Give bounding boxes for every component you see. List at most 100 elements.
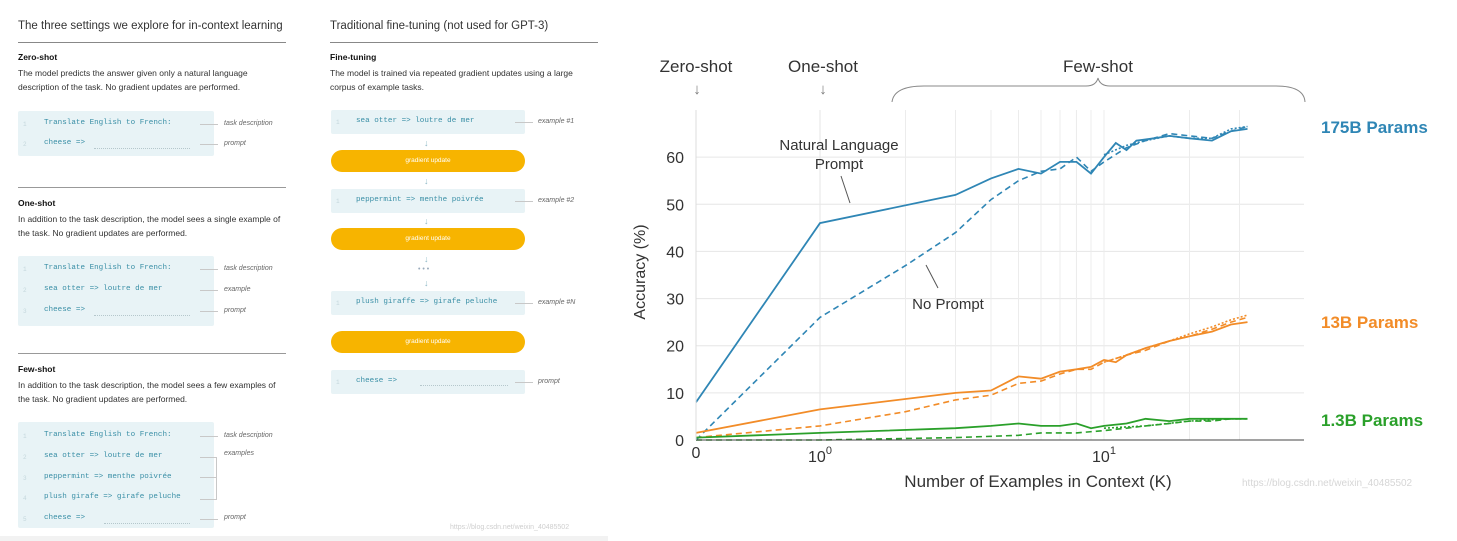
- series-line: [695, 417, 1248, 439]
- annot-prompt: prompt: [224, 307, 246, 314]
- section-divider: [18, 353, 286, 354]
- series-label-13b: 13B Params: [1321, 313, 1418, 332]
- in-context-column: The three settings we explore for in-con…: [18, 0, 286, 43]
- series-line: [1103, 125, 1248, 156]
- section-divider: [18, 187, 286, 188]
- line-number: 2: [23, 454, 27, 461]
- down-arrow-icon: ↓: [424, 216, 429, 226]
- prompt-blank: [94, 148, 190, 149]
- one-shot-label: One-shot: [788, 57, 858, 76]
- annot-leader: [515, 122, 533, 123]
- annot-task-description: task description: [224, 265, 273, 272]
- down-arrow-icon: ↓: [819, 81, 827, 98]
- code-line: sea otter => loutre de mer: [356, 117, 475, 125]
- down-arrow-icon: ↓: [424, 176, 429, 186]
- line-number: 5: [23, 516, 27, 523]
- annot-example-1: example #1: [538, 118, 575, 125]
- code-line: Translate English to French:: [44, 264, 172, 272]
- chart-grid: [696, 110, 1304, 440]
- down-arrow-icon: ↓: [424, 278, 429, 288]
- line-number: 3: [23, 308, 27, 315]
- one-shot-title: One-shot: [18, 198, 56, 208]
- annot-task-description: task description: [224, 120, 273, 127]
- annot-leader: [515, 382, 533, 383]
- series-line: [695, 316, 1248, 439]
- settings-diagram: The three settings we explore for in-con…: [0, 0, 608, 541]
- line-number: 1: [336, 198, 340, 205]
- few-shot-title: Few-shot: [18, 364, 56, 374]
- code-line: cheese =>: [44, 306, 86, 314]
- annotation-prompt: Prompt: [815, 156, 864, 173]
- annot-example-2: example #2: [538, 197, 575, 204]
- few-shot-label: Few-shot: [1063, 57, 1133, 76]
- prompt-blank: [104, 523, 190, 524]
- line-number: 1: [336, 119, 340, 126]
- few-shot-code-box: [18, 422, 214, 528]
- y-axis-label: Accuracy (%): [632, 224, 649, 319]
- x-tick-label: 100: [808, 445, 832, 466]
- annot-prompt: prompt: [224, 514, 246, 521]
- zero-shot-title: Zero-shot: [18, 52, 58, 62]
- series-label-175b: 175B Params: [1321, 118, 1428, 137]
- code-line: sea otter => loutre de mer: [44, 285, 163, 293]
- ft-example-box: [331, 291, 525, 315]
- chart-watermark: https://blog.csdn.net/weixin_40485502: [1242, 478, 1413, 489]
- series-line: [695, 321, 1248, 434]
- x-tick-label-base: 10: [1092, 449, 1110, 466]
- one-shot-code-box: [18, 256, 214, 326]
- annotation-pointer: [840, 175, 851, 204]
- down-arrow-icon: ↓: [424, 254, 429, 264]
- code-line: peppermint => menthe poivrée: [44, 473, 172, 481]
- annot-leader: [200, 436, 218, 437]
- zero-shot-section: Zero-shot The model predicts the answer …: [18, 52, 286, 94]
- annot-leader: [515, 201, 533, 202]
- code-line: peppermint => menthe poivrée: [356, 196, 484, 204]
- line-number: 2: [23, 141, 27, 148]
- y-tick-label: 10: [666, 386, 684, 403]
- line-number: 1: [336, 379, 340, 386]
- one-shot-desc: In addition to the task description, the…: [18, 214, 281, 238]
- series-line: [695, 125, 1248, 441]
- annot-leader: [515, 303, 533, 304]
- code-line: plush giraffe => girafe peluche: [356, 298, 498, 306]
- annotation-pointer: [925, 264, 939, 289]
- left-watermark: https://blog.csdn.net/weixin_40485502: [450, 524, 570, 531]
- fine-tuning-section: Fine-tuning The model is trained via rep…: [330, 52, 598, 94]
- code-line: Translate English to French:: [44, 119, 172, 127]
- x-tick-label: 0: [692, 445, 701, 462]
- series-line: [1103, 418, 1248, 429]
- zero-shot-desc: The model predicts the answer given only…: [18, 68, 248, 92]
- line-number: 1: [23, 266, 27, 273]
- few-shot-desc: In addition to the task description, the…: [18, 380, 276, 404]
- annot-task-description: task description: [224, 432, 273, 439]
- down-arrow-icon: ↓: [693, 81, 701, 98]
- y-tick-label: 20: [666, 339, 684, 356]
- gradient-update-pill: gradient update: [331, 228, 525, 250]
- y-tick-label: 30: [666, 292, 684, 309]
- line-number: 3: [23, 475, 27, 482]
- annot-example-n: example #N: [538, 299, 576, 306]
- prompt-blank: [94, 315, 190, 316]
- gradient-update-pill: gradient update: [331, 150, 525, 172]
- prompt-blank: [420, 385, 508, 386]
- annot-leader: [200, 311, 218, 312]
- annot-leader: [200, 519, 218, 520]
- fine-tuning-title: Fine-tuning: [330, 52, 377, 62]
- y-tick-label: 40: [666, 244, 684, 261]
- y-ticks: 0 10 20 30 40 50 60: [666, 150, 684, 450]
- gradient-update-pill: gradient update: [331, 331, 525, 353]
- x-tick-label-exp: 1: [1110, 445, 1116, 457]
- annot-example: example: [224, 286, 251, 293]
- annotation-natural-language: Natural Language: [779, 137, 898, 154]
- line-number: 4: [23, 495, 27, 502]
- line-number: 1: [23, 121, 27, 128]
- chart-series: [695, 125, 1248, 441]
- ft-example-box: [331, 189, 525, 213]
- ellipsis: • • •: [418, 266, 430, 273]
- annot-leader: [200, 124, 218, 125]
- line-number: 2: [23, 287, 27, 294]
- annot-prompt: prompt: [538, 378, 560, 385]
- line-number: 1: [23, 433, 27, 440]
- series-line: [695, 128, 1248, 403]
- y-tick-label: 50: [666, 197, 684, 214]
